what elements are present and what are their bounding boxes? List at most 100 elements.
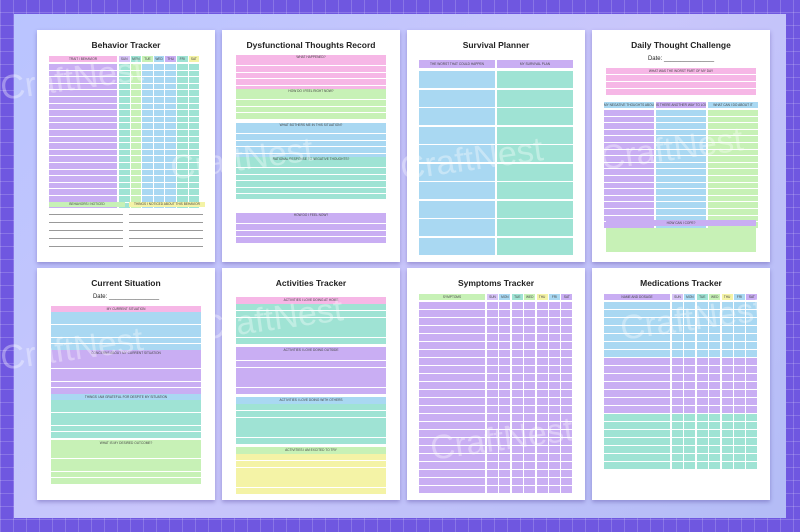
table-cell	[499, 350, 511, 357]
table-cell	[709, 374, 721, 381]
table-cell	[696, 398, 708, 405]
table-cell	[561, 374, 573, 381]
table-cell	[536, 302, 548, 309]
table-cell	[177, 163, 188, 169]
table-cell	[746, 382, 758, 389]
table-cell	[604, 116, 654, 123]
table-cell	[177, 77, 188, 83]
table-cell	[419, 454, 485, 461]
table-cell	[419, 145, 495, 162]
table-cell	[684, 430, 696, 437]
table-cell	[511, 398, 523, 405]
table-cell	[188, 163, 200, 169]
table-cell	[153, 97, 165, 103]
table-cell	[499, 366, 511, 373]
day-header: TUE	[142, 56, 153, 62]
table-cell	[511, 470, 523, 477]
table-cell	[499, 382, 511, 389]
table-cell	[419, 108, 495, 125]
write-row	[236, 374, 386, 381]
table-cell	[734, 454, 745, 461]
table-cell	[536, 382, 548, 389]
table-cell	[165, 77, 176, 83]
table-cell	[721, 326, 733, 333]
table-cell	[708, 149, 758, 156]
table-cell	[709, 358, 721, 365]
day-header: MON	[130, 56, 142, 62]
table-cell	[604, 406, 670, 413]
table-cell	[561, 342, 573, 349]
page-daily-thought-challenge: Daily Thought Challenge Date: ___________…	[592, 30, 770, 262]
table-cell	[130, 103, 142, 110]
table-cell	[604, 366, 670, 373]
table-cell	[536, 462, 548, 469]
table-cell	[604, 390, 670, 397]
table-cell	[487, 430, 498, 437]
table-cell	[188, 77, 200, 83]
table-cell	[177, 189, 188, 195]
section-header: MY CURRENT SITUATION	[51, 306, 201, 312]
table-cell	[511, 350, 523, 357]
table-cell	[708, 169, 758, 175]
table-cell	[536, 478, 548, 485]
table-cell	[487, 406, 498, 413]
table-cell	[487, 454, 498, 461]
write-row	[236, 85, 386, 91]
table-cell	[684, 302, 696, 309]
table-cell	[153, 189, 165, 195]
table-cell	[721, 366, 733, 373]
table-cell	[734, 318, 745, 325]
table-cell	[524, 390, 536, 397]
write-row	[236, 140, 386, 147]
table-cell	[499, 486, 511, 493]
table-cell	[746, 414, 758, 421]
table-cell	[549, 422, 560, 429]
table-cell	[119, 169, 130, 176]
table-cell	[130, 83, 142, 90]
day-header: WED	[524, 294, 536, 300]
day-header: FRI	[549, 294, 560, 300]
write-row	[236, 454, 386, 461]
table-cell	[524, 326, 536, 333]
table-cell	[604, 326, 670, 333]
table-cell	[696, 454, 708, 461]
table-cell	[524, 438, 536, 445]
table-cell	[549, 326, 560, 333]
table-cell	[549, 310, 560, 317]
table-cell	[142, 169, 153, 176]
table-cell	[49, 77, 117, 83]
write-row	[51, 324, 201, 331]
table-cell	[142, 97, 153, 103]
table-cell	[497, 145, 573, 162]
table-cell	[188, 196, 200, 202]
table-cell	[419, 438, 485, 445]
table-cell	[549, 358, 560, 365]
column-header: MY SURVIVAL PLAN	[497, 60, 573, 68]
table-cell	[721, 342, 733, 349]
table-cell	[536, 438, 548, 445]
table-cell	[656, 169, 706, 175]
table-cell	[487, 486, 498, 493]
write-row	[236, 367, 386, 374]
table-cell	[511, 326, 523, 333]
table-cell	[746, 390, 758, 397]
table-cell	[142, 83, 153, 90]
table-cell	[165, 64, 176, 70]
table-cell	[487, 342, 498, 349]
day-header: MON	[684, 294, 696, 300]
table-cell	[709, 350, 721, 357]
table-cell	[708, 123, 758, 129]
write-row	[51, 458, 201, 465]
table-cell	[746, 430, 758, 437]
table-cell	[684, 454, 696, 461]
table-cell	[419, 350, 485, 357]
table-cell	[165, 116, 176, 123]
table-cell	[142, 196, 153, 202]
table-cell	[684, 358, 696, 365]
table-cell	[721, 454, 733, 461]
table-cell	[604, 358, 670, 365]
table-cell	[746, 462, 758, 469]
table-cell	[524, 406, 536, 413]
table-cell	[119, 149, 130, 156]
write-line	[49, 222, 123, 223]
